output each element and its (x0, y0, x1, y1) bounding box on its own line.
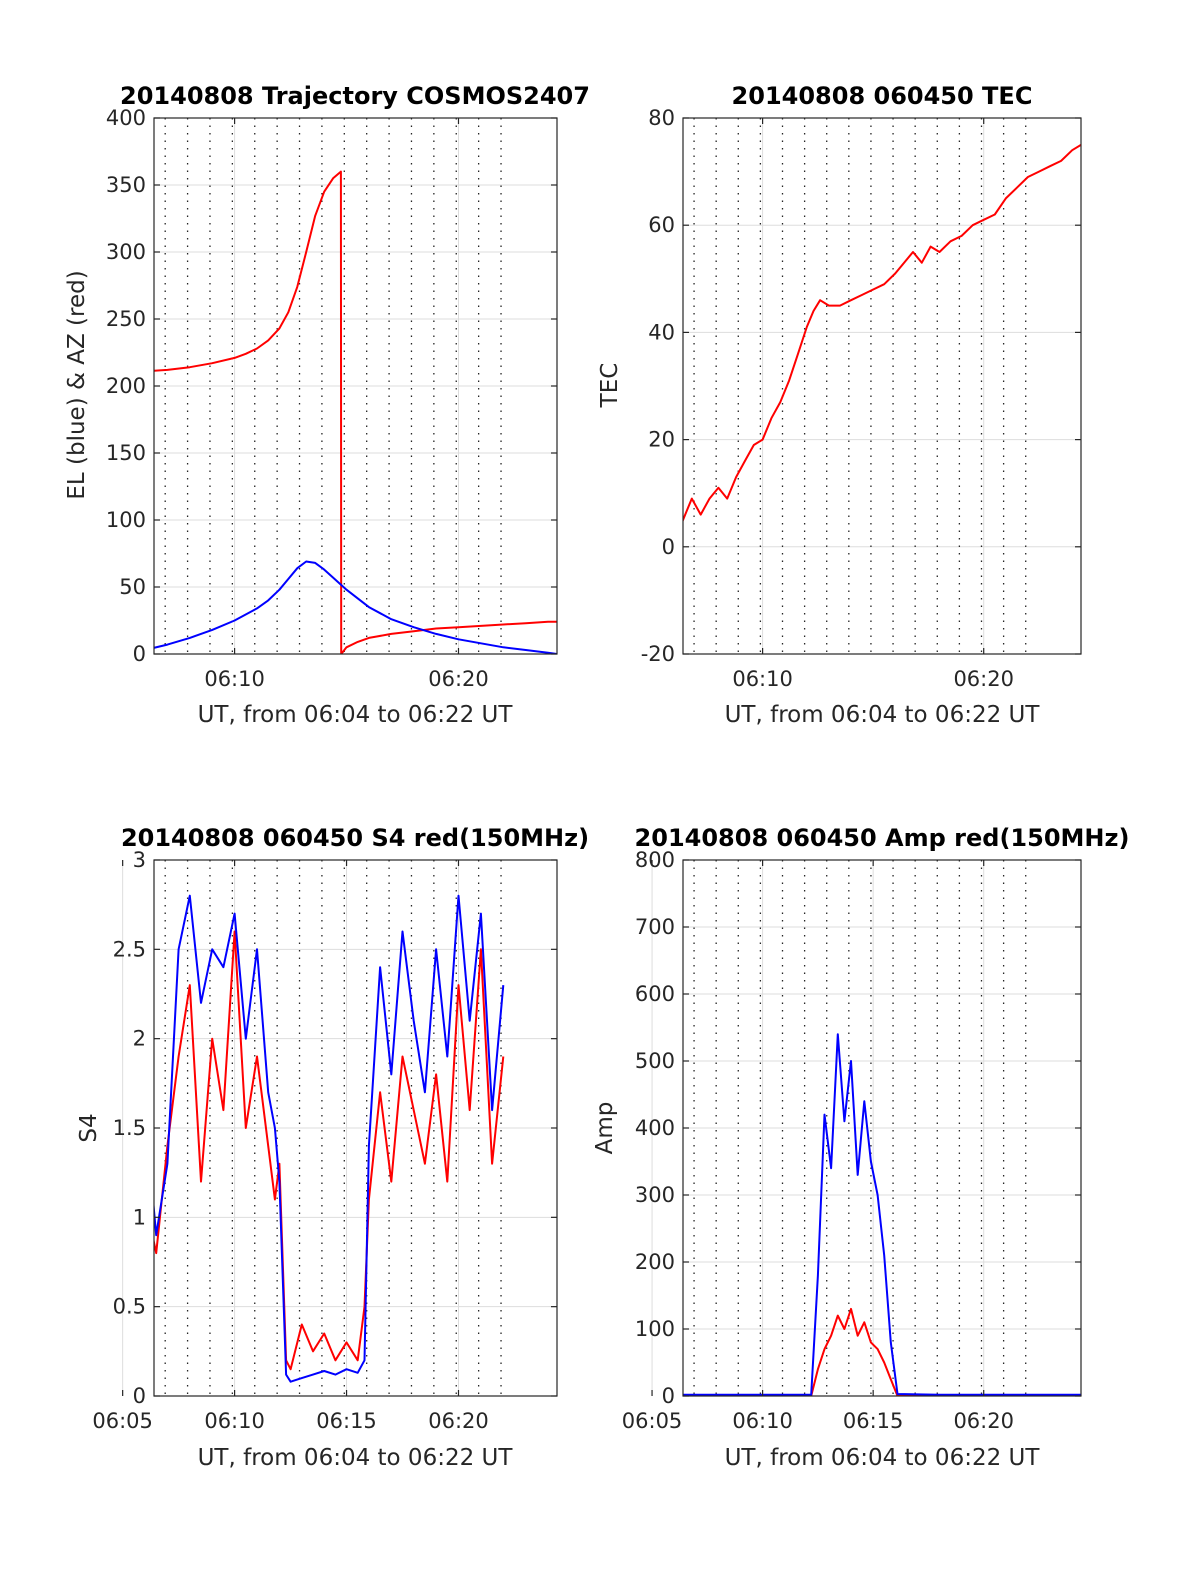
trajectory-y-tick-label: 200 (106, 374, 146, 398)
s4-series-blue-line (154, 894, 505, 1383)
tec-y-tick-label: 20 (648, 428, 675, 452)
tec-axes-frame (682, 117, 1082, 655)
amp-y-tick-label: 800 (635, 848, 675, 872)
tec-title: 20140808 060450 TEC (732, 82, 1033, 110)
tec-panel: 20140808 060450 TEC -20 0 20 40 60 80 06:10 06:… (597, 82, 1082, 728)
trajectory-y-axis-label: EL (blue) & AZ (red) (64, 270, 90, 499)
trajectory-y-tick-label: 100 (106, 508, 146, 532)
trajectory-series-red-line (154, 170, 557, 654)
trajectory-y-tick-label: 400 (106, 106, 146, 130)
s4-x-tick-label: 06:15 (316, 1409, 377, 1433)
trajectory-y-tick-label: 0 (133, 642, 146, 666)
tec-grid (683, 117, 1081, 655)
s4-y-tick-label: 2 (133, 1027, 146, 1051)
amp-grid (651, 859, 1081, 1397)
amp-y-tick-label: 600 (635, 982, 675, 1006)
amp-ticks: 0 100 200 300 400 500 600 700 800 06:05 06:10 06:15… (622, 848, 1081, 1433)
trajectory-series-blue-line (154, 560, 557, 654)
tec-y-tick-label: -20 (641, 642, 675, 666)
trajectory-y-tick-label: 300 (106, 240, 146, 264)
amp-x-axis-label: UT, from 06:04 to 06:22 UT (725, 1445, 1041, 1471)
amp-y-tick-label: 100 (635, 1317, 675, 1341)
tec-y-tick-label: 0 (662, 535, 675, 559)
amp-y-tick-label: 300 (635, 1183, 675, 1207)
amp-y-tick-label: 0 (662, 1384, 675, 1408)
amp-x-tick-label: 06:05 (622, 1409, 683, 1433)
tec-x-tick-label: 06:20 (953, 667, 1014, 691)
s4-y-tick-label: 1.5 (113, 1116, 146, 1140)
s4-x-tick-label: 06:20 (428, 1409, 489, 1433)
s4-series (154, 894, 505, 1383)
s4-y-tick-label: 0 (133, 1384, 146, 1408)
s4-x-tick-label: 06:10 (204, 1409, 265, 1433)
amp-x-tick-label: 06:15 (843, 1409, 904, 1433)
tec-y-axis-label: TEC (597, 363, 623, 409)
amp-y-axis-label: Amp (592, 1102, 618, 1155)
amp-x-tick-label: 06:10 (732, 1409, 793, 1433)
trajectory-panel: 20140808 Trajectory COSMOS2407 0 50 100 150… (64, 82, 590, 728)
amp-y-tick-label: 700 (635, 915, 675, 939)
amp-y-tick-label: 500 (635, 1049, 675, 1073)
trajectory-y-tick-label: 150 (106, 441, 146, 465)
amp-y-tick-label: 200 (635, 1250, 675, 1274)
s4-panel: 20140808 060450 S4 red(150MHz) 0 0.5 1 1.5 2… (76, 824, 589, 1471)
amp-series-blue-line (683, 1033, 1081, 1396)
s4-y-tick-label: 0.5 (113, 1295, 146, 1319)
tec-ticks: -20 0 20 40 60 80 06:10 06:20 (641, 106, 1081, 691)
s4-x-tick-label: 06:05 (92, 1409, 153, 1433)
s4-y-axis-label: S4 (76, 1113, 102, 1142)
amp-series (683, 1033, 1081, 1396)
trajectory-series (154, 170, 557, 654)
amp-title: 20140808 060450 Amp red(150MHz) (635, 824, 1130, 852)
amp-x-tick-label: 06:20 (953, 1409, 1014, 1433)
s4-y-tick-label: 3 (133, 848, 146, 872)
trajectory-y-tick-label: 350 (106, 173, 146, 197)
amp-series-red-line (683, 1307, 1081, 1396)
tec-y-tick-label: 60 (648, 213, 675, 237)
trajectory-x-axis-label: UT, from 06:04 to 06:22 UT (198, 702, 514, 728)
trajectory-title: 20140808 Trajectory COSMOS2407 (120, 82, 590, 110)
s4-y-tick-label: 2.5 (113, 937, 146, 961)
s4-ticks: 0 0.5 1 1.5 2 2.5 3 06:05 06:10 06:15 06:20 (92, 848, 557, 1433)
trajectory-y-tick-label: 250 (106, 307, 146, 331)
amp-y-tick-label: 400 (635, 1116, 675, 1140)
tec-y-tick-label: 40 (648, 320, 675, 344)
trajectory-ticks: 0 50 100 150 200 250 300 350 400 06:10 06:20 (106, 106, 557, 691)
amp-panel: 20140808 060450 Amp red(150MHz) 0 100 200 3… (592, 824, 1129, 1471)
tec-series (683, 143, 1081, 523)
trajectory-x-tick-label: 06:20 (428, 667, 489, 691)
trajectory-y-tick-label: 50 (119, 575, 146, 599)
tec-x-axis-label: UT, from 06:04 to 06:22 UT (725, 702, 1041, 728)
s4-x-axis-label: UT, from 06:04 to 06:22 UT (198, 1445, 514, 1471)
s4-y-tick-label: 1 (133, 1205, 146, 1229)
tec-series-red-line (683, 143, 1081, 523)
tec-x-tick-label: 06:10 (732, 667, 793, 691)
tec-y-tick-label: 80 (648, 106, 675, 130)
trajectory-x-tick-label: 06:10 (204, 667, 265, 691)
s4-title: 20140808 060450 S4 red(150MHz) (121, 824, 589, 852)
s4-series-red-line (154, 930, 505, 1371)
